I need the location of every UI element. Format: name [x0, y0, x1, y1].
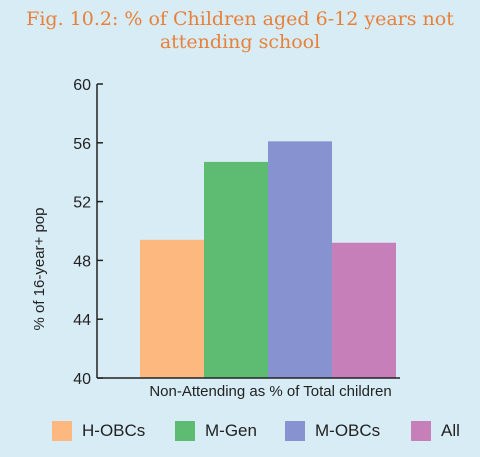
axes-group: 40 44 48 52 56 60 — [73, 77, 400, 388]
bar-m-obcs — [268, 141, 332, 378]
legend-label: All — [441, 421, 460, 440]
legend-swatch — [52, 421, 72, 441]
legend-item-all: All — [411, 416, 460, 446]
x-axis-label: Non-Attending as % of Total children — [149, 383, 391, 400]
legend-label: M-Gen — [205, 421, 257, 440]
y-tick-label: 52 — [73, 195, 91, 212]
legend-swatch — [285, 421, 305, 441]
chart-title-line-1: Fig. 10.2: % of Children aged 6-12 years… — [26, 8, 454, 30]
y-tick-label: 48 — [73, 253, 91, 270]
y-tick-label: 56 — [73, 136, 91, 153]
y-tick-label: 60 — [73, 77, 91, 94]
legend: H-OBCs M-Gen M-OBCs All — [0, 416, 480, 446]
chart-title: Fig. 10.2: % of Children aged 6-12 years… — [0, 8, 480, 54]
y-axis-label: % of 16-year+ pop — [31, 208, 48, 331]
legend-swatch — [175, 421, 195, 441]
legend-item-h-obcs: H-OBCs — [52, 416, 145, 446]
legend-label: M-OBCs — [315, 421, 381, 440]
legend-swatch — [411, 421, 431, 441]
bar-all — [332, 242, 396, 378]
legend-item-m-obcs: M-OBCs — [285, 416, 380, 446]
y-tick-label: 40 — [73, 371, 91, 388]
bar-h-obcs — [140, 239, 204, 378]
chart-title-line-2: attending school — [159, 31, 321, 53]
bars-group — [140, 141, 396, 378]
legend-item-m-gen: M-Gen — [175, 416, 257, 446]
y-tick-label: 44 — [73, 312, 91, 329]
legend-label: H-OBCs — [82, 421, 146, 440]
bar-m-gen — [204, 161, 268, 378]
